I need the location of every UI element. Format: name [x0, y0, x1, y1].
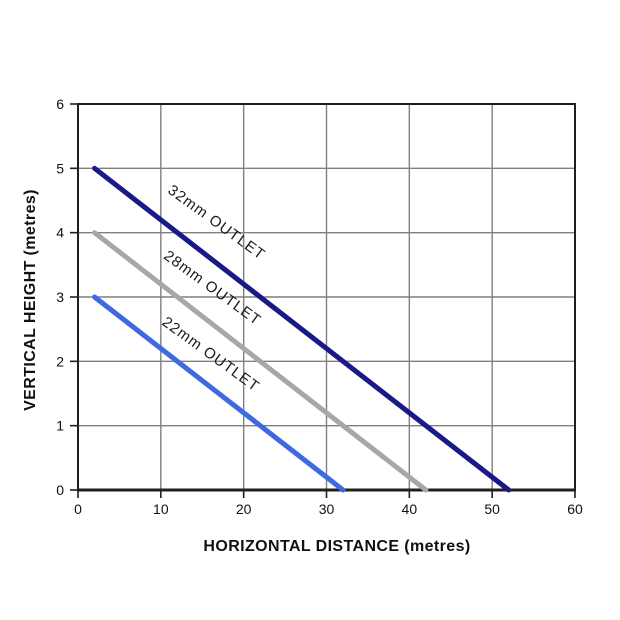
series-line-32mm-outlet	[92, 165, 512, 493]
y-tick-label: 5	[56, 160, 64, 176]
y-tick-label: 1	[56, 418, 64, 434]
x-tick-label: 0	[74, 501, 82, 517]
x-tick-label: 60	[567, 501, 583, 517]
y-tick-label: 4	[56, 225, 64, 241]
y-tick-label: 2	[56, 353, 64, 369]
series-label-32mm-outlet: 32mm OUTLET	[165, 182, 269, 264]
y-axis-title: VERTICAL HEIGHT (metres)	[22, 189, 39, 411]
x-tick-label: 10	[153, 501, 169, 517]
series-line-22mm-outlet	[92, 294, 346, 493]
x-tick-label: 30	[319, 501, 335, 517]
x-tick-label: 50	[484, 501, 500, 517]
series-line-28mm-outlet	[92, 230, 429, 493]
y-tick-label: 3	[56, 289, 64, 305]
y-tick-label: 0	[56, 482, 64, 498]
x-tick-label: 40	[402, 501, 418, 517]
y-tick-label: 6	[56, 96, 64, 112]
x-tick-label: 20	[236, 501, 252, 517]
x-axis-title: HORIZONTAL DISTANCE (metres)	[203, 538, 471, 555]
